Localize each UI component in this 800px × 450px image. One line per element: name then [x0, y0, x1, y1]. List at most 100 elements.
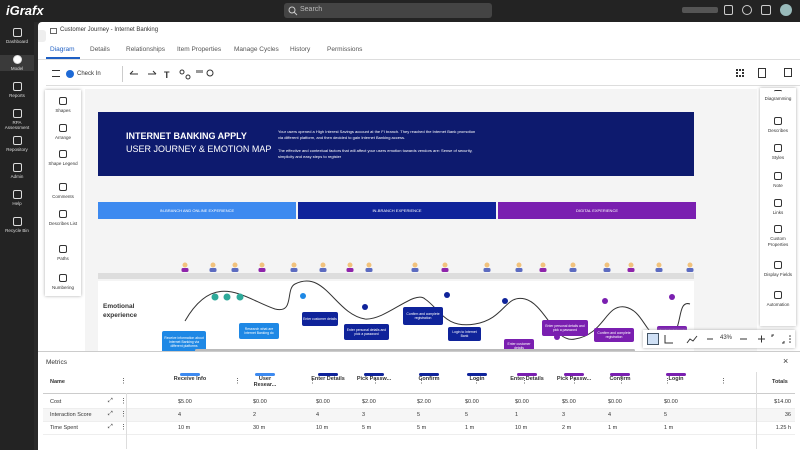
persona-icon: [209, 262, 217, 272]
zoom-icons[interactable]: [738, 333, 793, 345]
column-menu[interactable]: ⋮: [473, 378, 480, 385]
search-placeholder: Search: [300, 6, 323, 13]
palette-label: Numbering: [51, 285, 74, 290]
menu-icon[interactable]: [52, 70, 60, 77]
settings-icon[interactable]: [761, 5, 771, 15]
zoom-level[interactable]: 43%: [720, 335, 733, 341]
panel-item[interactable]: Custom Properties: [760, 225, 796, 247]
nav-item[interactable]: RPA Assessment: [0, 109, 34, 130]
column-menu[interactable]: ⋮: [720, 378, 727, 385]
logo[interactable]: iGrafx: [6, 3, 44, 18]
nav-icon: [12, 190, 22, 199]
nav-item[interactable]: Dashboard: [0, 28, 34, 44]
link-icon[interactable]: ⤢: [108, 398, 113, 404]
export-icon[interactable]: [784, 68, 792, 77]
column-menu[interactable]: ⋮: [234, 378, 241, 385]
column-header[interactable]: Confirm: [609, 376, 631, 382]
tab[interactable]: Item Properties: [177, 46, 222, 53]
column-header[interactable]: Login: [469, 376, 485, 382]
panel-item[interactable]: Links: [760, 199, 796, 216]
nav-item[interactable]: Model: [0, 55, 34, 71]
row-menu[interactable]: ⋮: [120, 398, 127, 405]
help-icon[interactable]: [742, 5, 752, 15]
nav-item[interactable]: Reports: [0, 82, 34, 98]
nav-item[interactable]: Repository: [0, 136, 34, 152]
palette-item[interactable]: Arrange: [45, 124, 81, 141]
column-header[interactable]: Name: [50, 379, 65, 385]
journey-card: Confirm and complete registration: [403, 307, 443, 325]
column-menu[interactable]: ⋮: [521, 378, 528, 385]
palette-item[interactable]: Shape Legend: [45, 150, 81, 167]
search-box[interactable]: Search: [284, 3, 492, 18]
palette-item[interactable]: Describes List: [45, 210, 81, 227]
metric-value: 1 m: [465, 425, 475, 431]
column-header[interactable]: Receive Info: [173, 376, 207, 382]
row-menu[interactable]: ⋮: [120, 411, 127, 418]
grid-icon[interactable]: [736, 69, 744, 77]
nav-item[interactable]: Help: [0, 190, 34, 206]
column-header[interactable]: Enter Details: [311, 376, 345, 382]
avatar[interactable]: [780, 4, 792, 16]
nav-label: Admin: [10, 174, 24, 179]
metric-value: $0.00: [253, 399, 267, 405]
user-name: [682, 7, 718, 13]
zoom-bar: 43%: [643, 330, 795, 348]
tab[interactable]: Manage Cycles: [234, 46, 279, 53]
tab[interactable]: History: [290, 46, 311, 53]
doc-icon[interactable]: [758, 68, 766, 78]
panel-item[interactable]: Display Fields: [760, 261, 796, 278]
tab[interactable]: Details: [90, 46, 110, 53]
column-header[interactable]: Enter Details: [510, 376, 544, 382]
panel-item[interactable]: Describes: [760, 117, 796, 134]
metric-value: 1 m: [608, 425, 618, 431]
view-icons[interactable]: [663, 333, 715, 345]
link-icon[interactable]: ⤢: [108, 424, 113, 430]
palette-item[interactable]: Comments: [45, 183, 81, 200]
breadcrumb[interactable]: Customer Journey - Internet Banking: [60, 27, 159, 33]
tab[interactable]: Diagram: [50, 46, 75, 53]
row-menu[interactable]: ⋮: [120, 424, 127, 431]
column-header[interactable]: Confirm: [418, 376, 440, 382]
panel-item[interactable]: Automation: [760, 291, 796, 308]
column-header[interactable]: Pick Passw...: [556, 376, 592, 382]
check-in-icon[interactable]: [66, 70, 74, 78]
palette-item[interactable]: Paths: [45, 245, 81, 262]
nav-icon: [12, 217, 22, 226]
tab[interactable]: Permissions: [327, 46, 363, 53]
panel-item[interactable]: Diagramming: [760, 90, 796, 102]
column-menu[interactable]: ⋮: [120, 378, 127, 385]
panel-item[interactable]: Note: [760, 172, 796, 189]
breadcrumb-icon: [50, 28, 57, 34]
nav-item[interactable]: Recycle Bin: [0, 217, 34, 233]
column-header[interactable]: Login: [668, 376, 684, 382]
panel-item[interactable]: Styles: [760, 144, 796, 161]
column-menu[interactable]: ⋮: [664, 378, 671, 385]
toolbar-icons[interactable]: T: [126, 67, 216, 81]
column-header[interactable]: Totals: [772, 379, 788, 385]
palette-item[interactable]: Numbering: [45, 274, 81, 291]
column-menu[interactable]: ⋮: [618, 378, 625, 385]
column-header[interactable]: User Resear...: [253, 376, 277, 388]
panel-label: Describes: [767, 128, 788, 133]
metric-value: $0.00: [465, 399, 479, 405]
column-menu[interactable]: ⋮: [309, 378, 316, 385]
scrollbar[interactable]: [195, 349, 635, 352]
phase-label: IN-BRANCH AND ONLINE EXPERIENCE: [159, 208, 235, 213]
nav-item[interactable]: Admin: [0, 163, 34, 179]
column-menu[interactable]: ⋮: [372, 378, 379, 385]
icon[interactable]: [724, 5, 733, 15]
expand-arrow[interactable]: [38, 30, 46, 42]
column-color-bar: [318, 373, 338, 376]
check-in[interactable]: Check In: [77, 71, 101, 77]
tab[interactable]: Relationships: [126, 46, 166, 53]
close-button[interactable]: ×: [783, 356, 789, 366]
view-button[interactable]: [647, 333, 659, 345]
palette-item[interactable]: Shapes: [45, 97, 81, 114]
column-header[interactable]: Pick Passw...: [356, 376, 392, 382]
column-menu[interactable]: ⋮: [571, 378, 578, 385]
journey-card: Receive information about Internet Banki…: [162, 331, 206, 353]
journey-card: Login to Internet Bank: [448, 327, 481, 341]
column-menu[interactable]: ⋮: [418, 378, 425, 385]
link-icon[interactable]: ⤢: [108, 411, 113, 417]
metric-value: 5 m: [417, 425, 427, 431]
